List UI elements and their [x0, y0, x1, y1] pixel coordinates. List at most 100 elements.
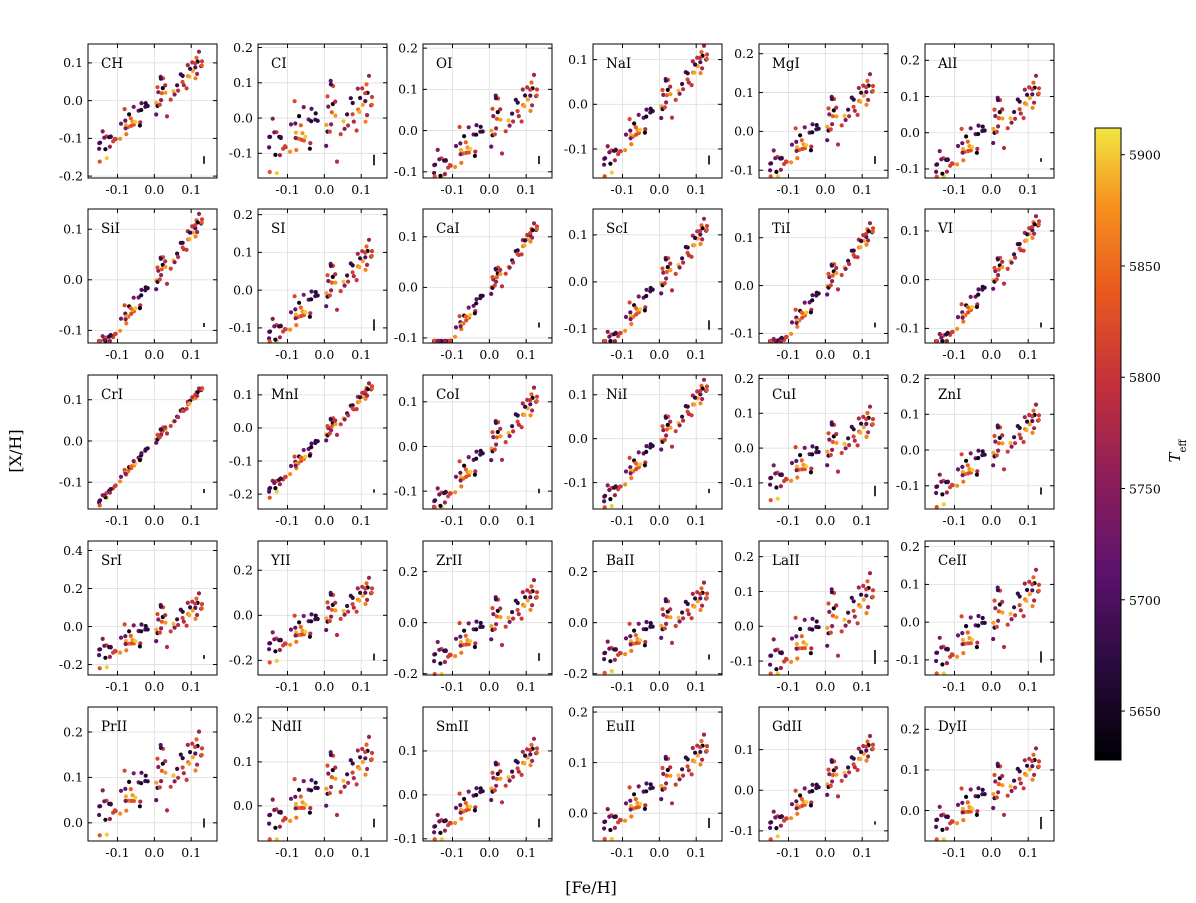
panel-label: SrI [101, 553, 122, 569]
data-point [673, 782, 678, 787]
data-point [190, 755, 195, 760]
y-tick-label: 0.1 [568, 755, 588, 770]
data-point [1021, 248, 1026, 253]
data-point [778, 484, 784, 489]
data-point [991, 126, 996, 132]
data-point [163, 613, 168, 618]
data-point [112, 648, 118, 653]
data-point [447, 163, 453, 168]
data-point [270, 116, 275, 121]
data-point [768, 339, 773, 344]
x-tick-label: -0.1 [105, 347, 129, 362]
data-point [992, 598, 997, 603]
data-point [168, 629, 173, 634]
data-point [1036, 764, 1041, 769]
data-point [515, 766, 520, 771]
data-point [650, 624, 655, 629]
data-point [498, 117, 503, 122]
data-point [825, 292, 830, 297]
data-point [163, 259, 168, 264]
data-point [193, 744, 198, 750]
data-point [961, 818, 966, 823]
data-point [528, 93, 533, 98]
data-point [644, 789, 649, 794]
data-point [937, 331, 942, 337]
data-point [435, 639, 440, 645]
y-tick-label: 0.0 [233, 282, 253, 297]
data-point [520, 590, 525, 595]
data-point [313, 111, 318, 116]
data-point [802, 300, 807, 305]
data-point [523, 93, 528, 98]
data-point [976, 794, 981, 799]
data-point [98, 804, 103, 809]
data-point [184, 247, 189, 252]
data-point [839, 123, 844, 128]
data-point [188, 750, 193, 755]
data-point [1022, 87, 1027, 92]
data-point [849, 755, 854, 760]
data-point [357, 109, 362, 114]
y-tick-label: 0.1 [734, 230, 754, 245]
data-point [636, 294, 641, 299]
data-point [835, 653, 841, 658]
data-point [458, 324, 463, 329]
data-point [964, 134, 969, 139]
data-point [531, 736, 537, 741]
data-point [494, 116, 499, 121]
colorbar-tick-label: 5800 [1129, 370, 1161, 385]
data-point [270, 630, 275, 635]
data-point [108, 487, 113, 492]
data-point [866, 754, 871, 759]
data-point [814, 445, 819, 451]
x-tick-label: 0.0 [649, 679, 669, 694]
data-point [689, 254, 694, 259]
data-point [623, 636, 629, 641]
x-tick-label: 0.0 [815, 513, 835, 528]
data-point [955, 162, 960, 167]
data-point [492, 788, 497, 793]
data-point [662, 105, 667, 110]
data-point [102, 799, 107, 804]
data-point [993, 439, 998, 444]
data-point [1025, 763, 1030, 768]
data-point [282, 326, 288, 332]
data-point [814, 123, 819, 128]
panel-label: CrI [101, 387, 123, 403]
data-point [510, 616, 516, 621]
data-point [357, 598, 362, 603]
data-point [447, 491, 453, 496]
data-point [435, 338, 440, 344]
x-tick-label: 0.0 [479, 845, 499, 860]
data-point [970, 305, 975, 310]
data-point [642, 308, 648, 313]
data-point [326, 771, 331, 776]
data-point [196, 386, 202, 391]
y-tick-label: -0.2 [59, 168, 83, 183]
data-point [127, 629, 132, 634]
data-point [834, 440, 839, 445]
data-point [195, 762, 200, 767]
data-point [659, 447, 664, 452]
data-point [870, 417, 876, 422]
data-point [190, 608, 195, 613]
data-point [363, 749, 368, 755]
data-point [690, 59, 695, 64]
panel-frame [87, 706, 218, 842]
data-point [433, 498, 438, 503]
data-point [960, 469, 966, 474]
data-point [199, 59, 205, 64]
data-point [137, 644, 142, 649]
data-point [664, 269, 669, 275]
data-point [97, 833, 102, 838]
data-point [160, 86, 165, 91]
y-tick-label: -0.1 [730, 163, 754, 178]
data-point [103, 817, 108, 822]
panel-si: -0.1 0.0 0.1-0.10.00.10.2SI [229, 207, 388, 362]
data-point [681, 773, 686, 778]
data-point [159, 273, 164, 278]
data-point [457, 314, 462, 319]
data-point [662, 437, 667, 442]
data-point [348, 593, 353, 599]
data-point [802, 786, 807, 791]
